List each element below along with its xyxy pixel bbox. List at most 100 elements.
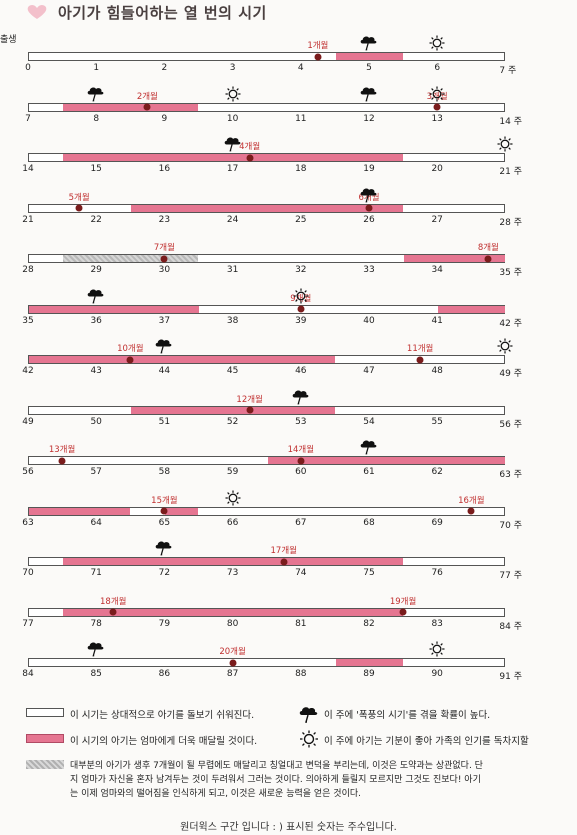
month-marker-dot [280, 558, 288, 565]
week-label: 42 [22, 366, 34, 376]
month-label: 2개월 [136, 91, 158, 102]
week-label: 72 [158, 568, 171, 578]
week-label: 6 [434, 63, 441, 73]
month-marker-dot [399, 608, 407, 616]
month-marker-dot [467, 507, 475, 515]
week-label: 12 [363, 113, 375, 124]
sun-icon [429, 35, 445, 51]
week-label: 19 [363, 164, 375, 174]
clingy-period-segment [335, 53, 404, 60]
week-label: 25 [295, 214, 307, 225]
legend: 이 시기는 상대적으로 아기를 돌보기 쉬워진다. 이 주에 '폭풍의 시기'를… [0, 700, 577, 810]
week-label: 40 [363, 315, 375, 326]
month-marker-dot [160, 255, 168, 262]
week-label: 13 [431, 113, 443, 124]
sun-icon [497, 136, 513, 152]
sun-icon [225, 490, 241, 505]
month-label: 17개월 [270, 546, 297, 556]
month-marker-dot [109, 608, 117, 616]
week-label: 3 [229, 63, 236, 73]
timeline-row: 49 50 51 52 53 54 55 56 주 12개월 [0, 389, 577, 430]
week-end-label: 63 주 [499, 470, 522, 480]
legend-text-separation-2: 지 엄마가 자신을 혼자 남겨두는 것이 두려워서 그러는 것이다. 의아하게 … [70, 775, 481, 785]
month-marker-dot [143, 103, 151, 111]
storm-cloud-icon [87, 642, 104, 657]
week-label: 47 [363, 366, 375, 376]
week-label: 21 [22, 214, 34, 225]
month-label: 20개월 [219, 647, 246, 657]
week-end-label: 35 주 [499, 268, 522, 278]
week-label: 73 [226, 568, 239, 578]
week-label: 8 [93, 113, 100, 124]
month-marker-dot [246, 154, 254, 161]
month-label: 16개월 [458, 495, 485, 506]
week-label: 30 [158, 265, 171, 275]
week-label: 69 [431, 517, 443, 528]
month-marker-dot [160, 507, 168, 515]
month-label: 11개월 [406, 344, 434, 354]
storm-cloud-icon [292, 389, 309, 404]
month-label: 10개월 [117, 344, 144, 354]
week-label: 62 [431, 467, 443, 477]
month-label: 3개월 [426, 91, 448, 102]
week-label: 32 [295, 265, 307, 275]
week-end-label: 49 주 [499, 369, 522, 379]
sun-icon [300, 730, 318, 748]
week-label: 35 [22, 315, 34, 326]
clingy-period-segment [63, 103, 199, 111]
week-label: 66 [226, 517, 239, 528]
week-label: 7 [25, 113, 31, 124]
storm-cloud-icon [87, 86, 104, 101]
week-label: 76 [431, 568, 443, 578]
week-end-label: 70 주 [499, 520, 522, 531]
separation-period-segment [63, 255, 199, 262]
timeline-row: 77 78 79 80 81 82 83 84 주 18개월 19개월 [0, 592, 577, 632]
clingy-period-segment [131, 204, 404, 212]
week-label: 65 [158, 517, 171, 528]
clingy-period-segment [335, 659, 404, 666]
month-marker-dot [416, 356, 424, 363]
week-label: 5 [366, 63, 372, 73]
week-label: 83 [431, 618, 443, 629]
timeline-bar [28, 102, 506, 112]
week-label: 10 [226, 113, 239, 124]
week-label: 37 [158, 315, 171, 326]
month-marker-dot [229, 659, 237, 666]
week-label: 17 [226, 164, 239, 174]
week-label: 23 [158, 214, 171, 225]
timeline-row: 14 15 16 17 18 19 20 21 주 4개월 [0, 136, 577, 177]
birth-label: 출생 [0, 35, 17, 45]
week-label: 22 [90, 214, 102, 225]
footer-caption: 원더윅스 구간 입니다 : ) 표시된 숫자는 주수입니다. [180, 822, 397, 833]
week-label: 4 [297, 63, 304, 73]
week-label: 53 [295, 416, 307, 427]
week-label: 11 [295, 113, 307, 124]
week-label: 20 [431, 164, 443, 174]
week-label: 14 [22, 164, 34, 174]
week-label: 84 [22, 669, 34, 679]
clingy-period-segment [29, 305, 199, 313]
legend-text-sun: 이 주에 아기는 기분이 좋아 가족의 인기를 독차지할 [324, 736, 529, 747]
timeline-row: 0 1 2 3 4 5 6 7 주 1개월 [0, 35, 577, 76]
month-marker-dot [75, 204, 83, 212]
timeline-bar [28, 506, 506, 516]
month-marker-dot [126, 356, 134, 363]
storm-cloud-icon [360, 187, 377, 202]
timeline-row: 42 43 44 45 46 47 48 49 주 10개월 11개월 [0, 338, 577, 379]
week-label: 77 [22, 618, 34, 629]
legend-swatch-easy [26, 708, 64, 717]
storm-cloud-icon [87, 288, 104, 303]
storm-cloud-icon [156, 339, 172, 354]
week-label: 28 [22, 265, 34, 275]
week-label: 31 [226, 265, 239, 275]
week-label: 87 [226, 669, 239, 679]
month-label: 5개월 [68, 192, 90, 203]
sun-icon [497, 338, 513, 354]
month-label: 1개월 [307, 41, 329, 51]
clingy-period-segment [29, 507, 131, 515]
week-end-label: 28 주 [499, 217, 522, 228]
week-label: 24 [226, 214, 239, 225]
week-label: 67 [295, 517, 307, 528]
